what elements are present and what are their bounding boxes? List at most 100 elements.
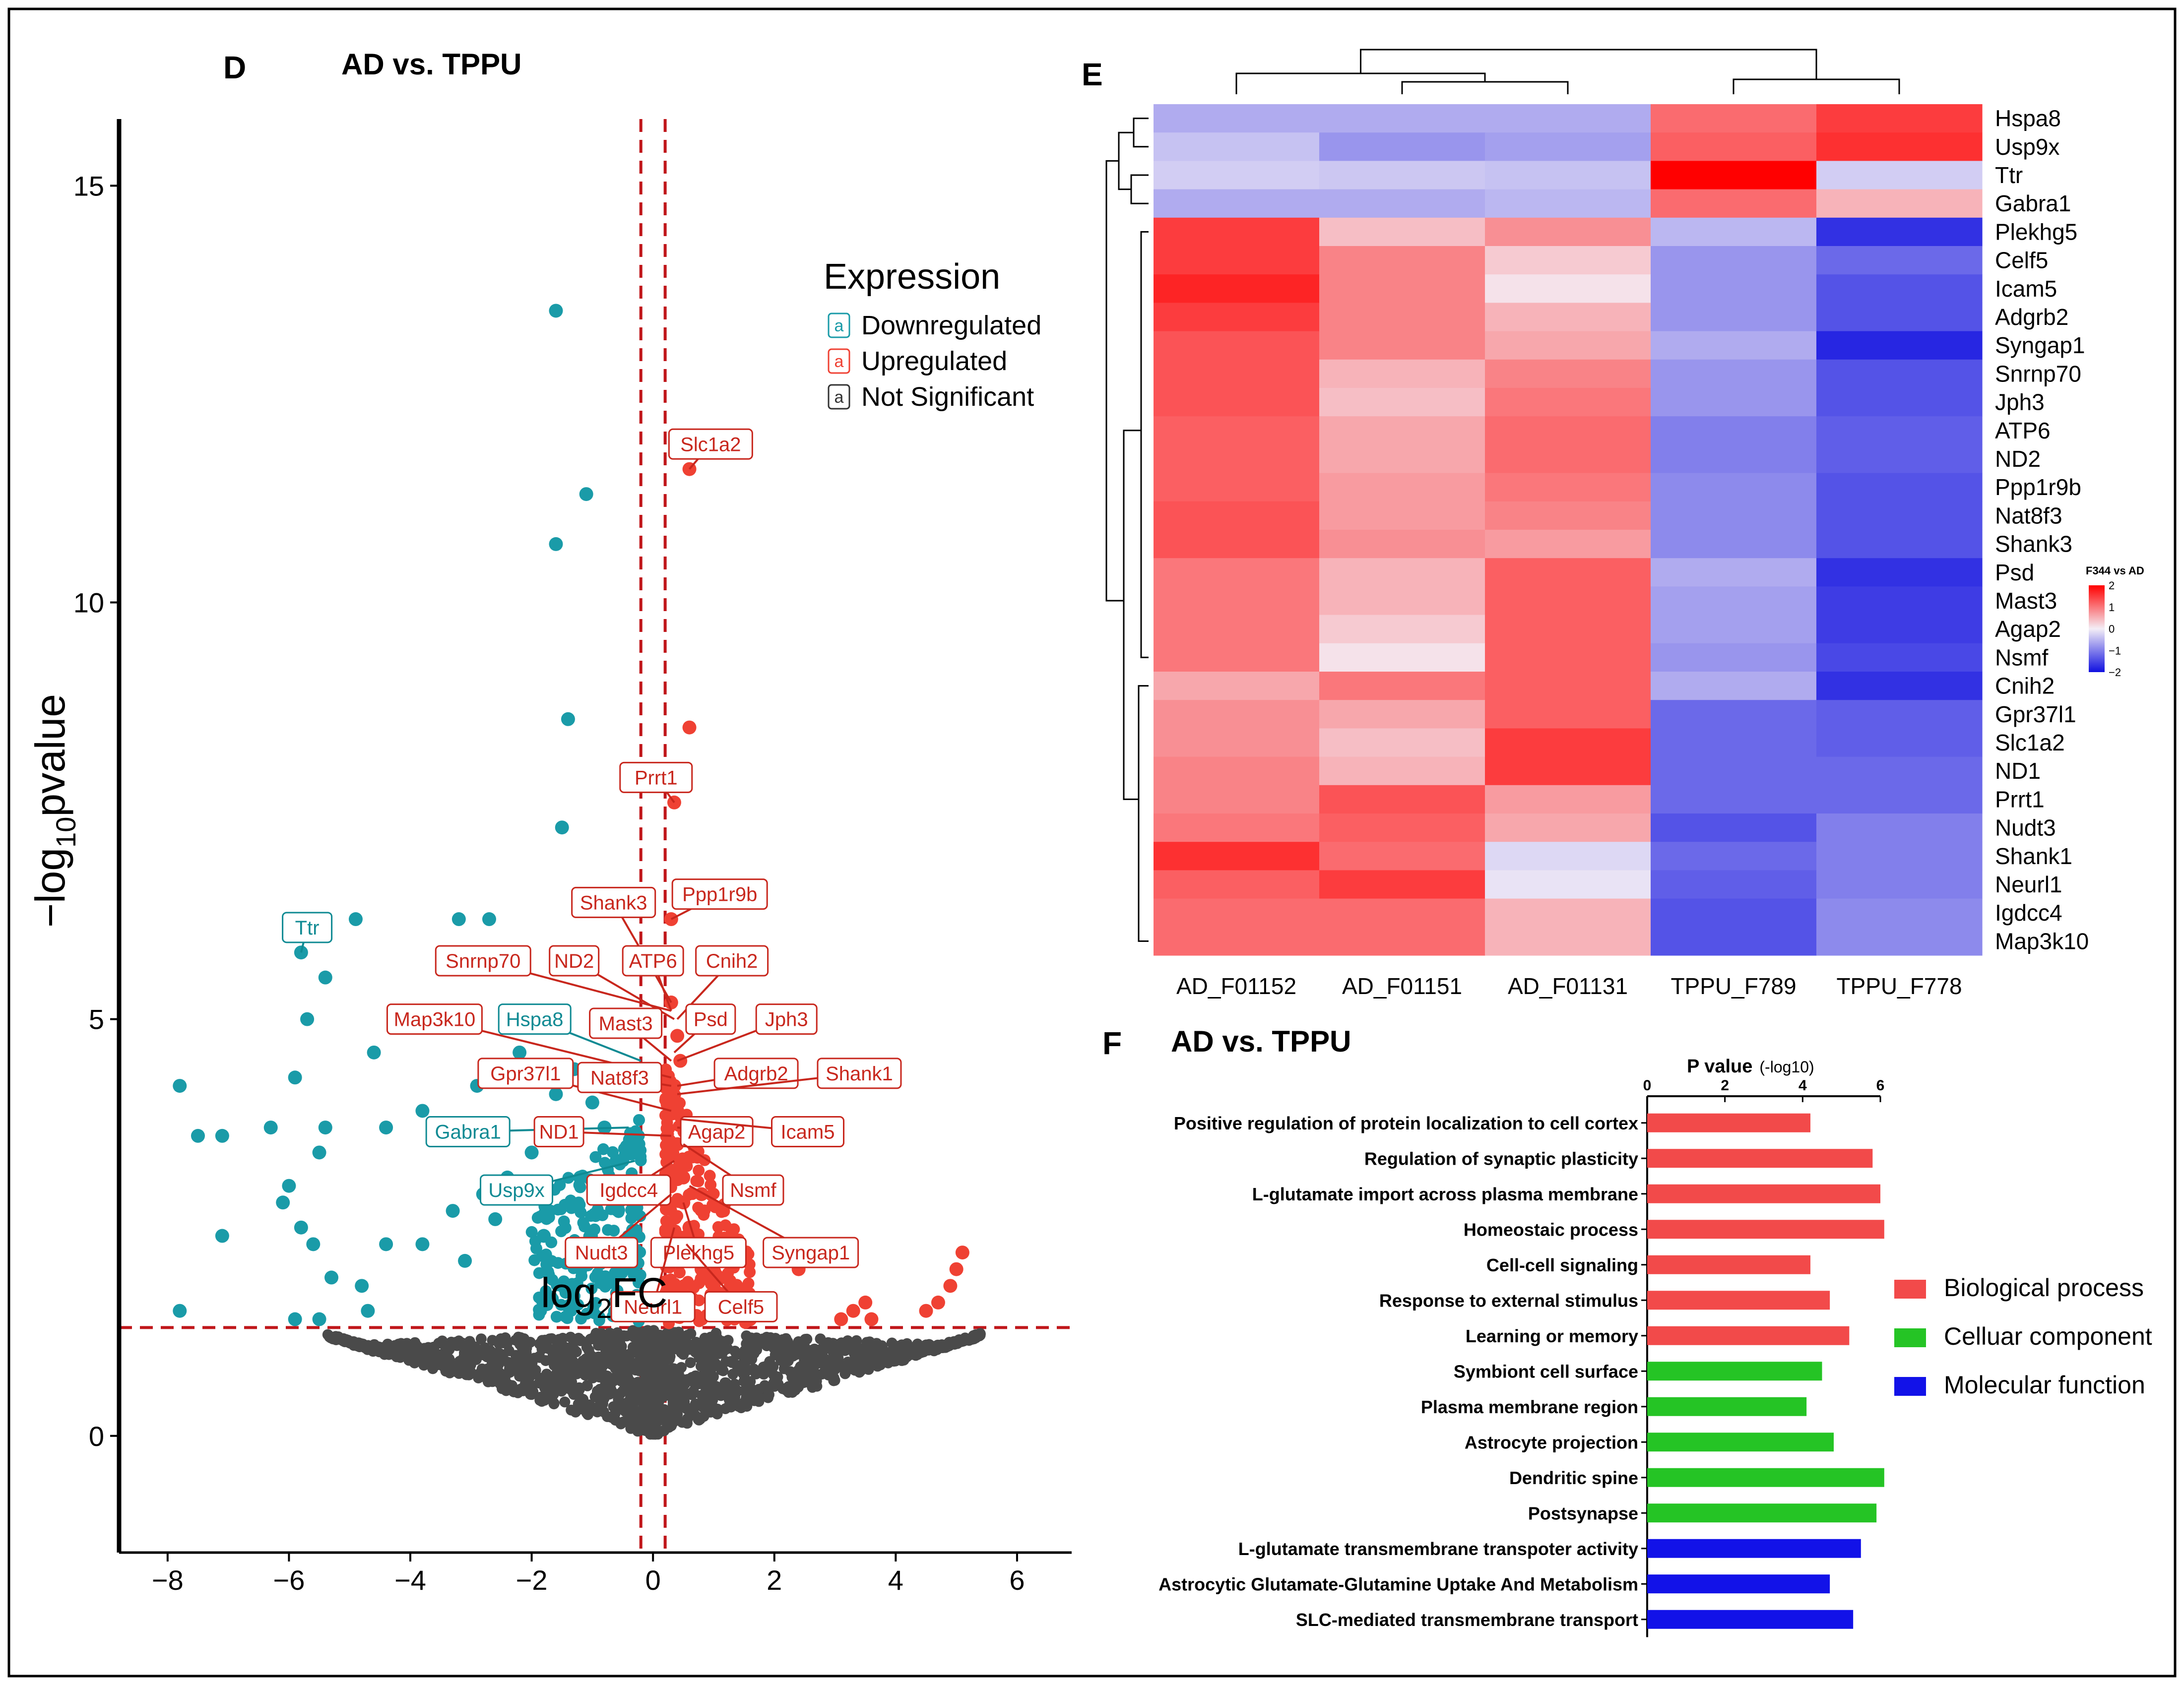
panel-f-bar-chart: F AD vs. TPPU P value (-log10) 0 2 4 6 Posit…	[1102, 1025, 2152, 1637]
heatmap-column-labels: AD_F01152 AD_F01151 AD_F01131 TPPU_F789 TPPU…	[1176, 973, 1962, 999]
heatmap-cell	[1816, 331, 1983, 360]
ns-point	[524, 1371, 535, 1382]
ns-point	[739, 1345, 750, 1357]
ns-point	[627, 1325, 639, 1336]
heatmap-cell	[1651, 530, 1817, 559]
heatmap-cell	[1154, 700, 1320, 729]
ns-point	[857, 1351, 868, 1362]
heatmap-cell	[1485, 331, 1651, 360]
ns-point	[667, 1363, 679, 1374]
gene-label-box	[713, 1058, 799, 1089]
heatmap-cell	[1485, 274, 1651, 303]
ns-point	[716, 1364, 727, 1375]
heatmap-row-label: Ttr	[1995, 162, 2023, 188]
down-point	[294, 1220, 308, 1235]
down-point	[579, 487, 593, 501]
up-point	[712, 1221, 724, 1233]
legend-item-label: Not Significant	[861, 382, 1034, 412]
up-point	[660, 1156, 673, 1169]
ns-point	[768, 1370, 779, 1381]
down-point	[599, 1157, 611, 1169]
down-point	[525, 1226, 538, 1238]
ns-point	[482, 1376, 494, 1387]
down-point	[555, 820, 569, 835]
heatmap-cell	[1485, 473, 1651, 502]
up-point	[949, 1262, 964, 1276]
colorbar-tick-label: 0	[2109, 623, 2115, 635]
ns-point	[667, 1415, 679, 1427]
heatmap-row-label: Syngap1	[1995, 332, 2085, 358]
heatmap-cell	[1485, 189, 1651, 218]
column-dendrogram-branch	[1360, 49, 1817, 79]
heatmap-cell	[1816, 700, 1983, 729]
volcano-gene-labels: Slc1a2 Prrt1 Ppp1r9b Shank3 Ttr Snrnp70 ND2 ATP…	[282, 428, 902, 1322]
ns-point	[635, 1408, 646, 1420]
heatmap-cell	[1816, 473, 1983, 502]
up-point	[693, 1294, 705, 1307]
ns-point	[657, 1409, 668, 1420]
down-point	[587, 1301, 599, 1313]
heatmap-cell	[1319, 189, 1485, 218]
go-term-bar	[1647, 1220, 1884, 1239]
colorbar-title: F344 vs AD	[2086, 564, 2144, 577]
gene-label: Plekhg5	[663, 1242, 735, 1264]
down-point	[568, 1278, 580, 1290]
heatmap-cell	[1816, 728, 1983, 757]
ns-point	[599, 1349, 611, 1360]
heatmap-cell	[1319, 104, 1485, 133]
ns-point	[622, 1372, 634, 1383]
down-point	[215, 1128, 229, 1143]
heatmap-row-label: ATP6	[1995, 418, 2051, 443]
up-point	[709, 1201, 721, 1213]
ns-point	[645, 1420, 656, 1432]
ns-point	[726, 1396, 737, 1407]
heatmap-cell	[1154, 927, 1320, 956]
ns-point	[543, 1343, 554, 1354]
heatmap-cell	[1154, 303, 1320, 332]
heatmap-row-label: Gabra1	[1995, 190, 2071, 216]
heatmap-cell	[1651, 331, 1817, 360]
up-point	[943, 1279, 958, 1293]
down-point	[282, 1179, 296, 1193]
ns-point	[863, 1364, 874, 1375]
up-point	[704, 1170, 716, 1182]
gene-label: Shank3	[580, 892, 647, 914]
heatmap-cell	[1154, 643, 1320, 672]
go-term-label: Astrocyte projection	[1465, 1432, 1638, 1452]
ns-point	[488, 1363, 500, 1374]
up-point	[834, 1312, 848, 1326]
up-point	[690, 1175, 703, 1187]
heatmap-cell	[1319, 898, 1485, 928]
ns-point	[575, 1392, 586, 1404]
heatmap-cell	[1816, 189, 1983, 218]
ns-point	[629, 1394, 640, 1406]
heatmap-cell	[1319, 303, 1485, 332]
go-term-label: Homeostaic process	[1464, 1219, 1638, 1240]
heatmap-cell	[1154, 104, 1320, 133]
gene-label-box	[435, 945, 531, 977]
gene-label: Map3k10	[394, 1009, 476, 1031]
x-tick-label: 0	[645, 1564, 661, 1596]
ns-point	[632, 1378, 643, 1389]
ns-point	[344, 1337, 356, 1349]
heatmap-row-label: ND1	[1995, 758, 2041, 784]
ns-point	[613, 1394, 624, 1405]
ns-point	[700, 1333, 711, 1344]
ns-point	[686, 1389, 698, 1400]
gene-label: ATP6	[629, 950, 677, 972]
ns-point	[854, 1367, 865, 1378]
ns-point	[657, 1372, 669, 1383]
ns-point	[551, 1359, 563, 1371]
gene-label-box	[282, 912, 333, 943]
ns-point	[774, 1351, 786, 1362]
heatmap-cell	[1154, 615, 1320, 644]
down-point	[549, 537, 563, 551]
down-point	[524, 1145, 539, 1160]
heatmap-cell	[1816, 927, 1983, 956]
heatmap-cell	[1816, 842, 1983, 871]
down-point	[574, 1181, 586, 1193]
ns-point	[635, 1353, 646, 1365]
gene-label: Igdcc4	[599, 1180, 658, 1201]
row-dendrogram-branch	[1105, 160, 1124, 602]
